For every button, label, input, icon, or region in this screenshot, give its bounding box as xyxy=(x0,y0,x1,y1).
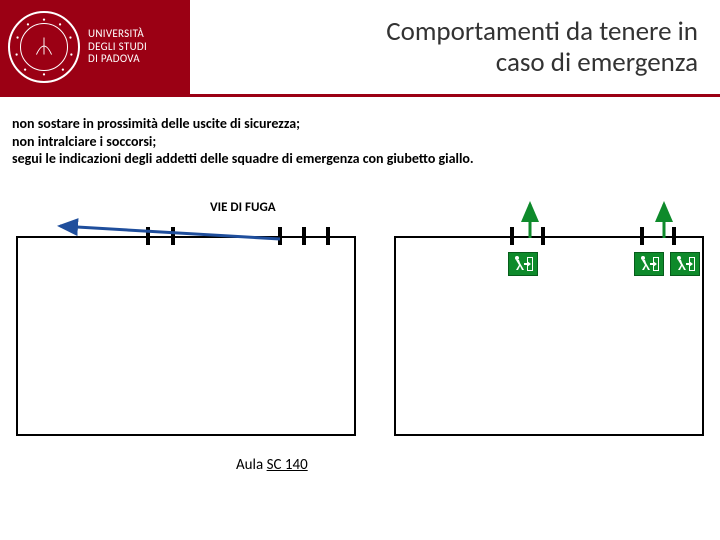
emergency-exit-icon xyxy=(508,252,538,276)
university-name: UNIVERSITÀ DEGLI STUDI DI PADOVA xyxy=(88,28,147,66)
floorplan-diagram: VIE DI FUGA Aula SC 140 xyxy=(0,174,720,494)
instruction-line: segui le indicazioni degli addetti delle… xyxy=(12,150,706,168)
university-line: UNIVERSITÀ xyxy=(88,28,147,41)
title-block: Comportamenti da tenere in caso di emerg… xyxy=(190,0,720,94)
slide-title: Comportamenti da tenere in caso di emerg… xyxy=(386,16,698,78)
title-line: Comportamenti da tenere in xyxy=(386,15,698,48)
slide-header: UNIVERSITÀ DEGLI STUDI DI PADOVA Comport… xyxy=(0,0,720,94)
university-line: DI PADOVA xyxy=(88,53,147,66)
university-seal-icon xyxy=(8,11,80,83)
university-logo-block: UNIVERSITÀ DEGLI STUDI DI PADOVA xyxy=(0,0,190,94)
seal-ornament-icon xyxy=(10,13,78,81)
instruction-line: non intralciare i soccorsi; xyxy=(12,133,706,151)
emergency-exit-icon xyxy=(634,252,664,276)
emergency-exit-icon xyxy=(670,252,700,276)
title-line: caso di emergenza xyxy=(496,46,698,79)
instruction-line: non sostare in prossimità delle uscite d… xyxy=(12,115,706,133)
escape-arrow-icon xyxy=(0,174,720,494)
instructions-block: non sostare in prossimità delle uscite d… xyxy=(0,97,720,174)
